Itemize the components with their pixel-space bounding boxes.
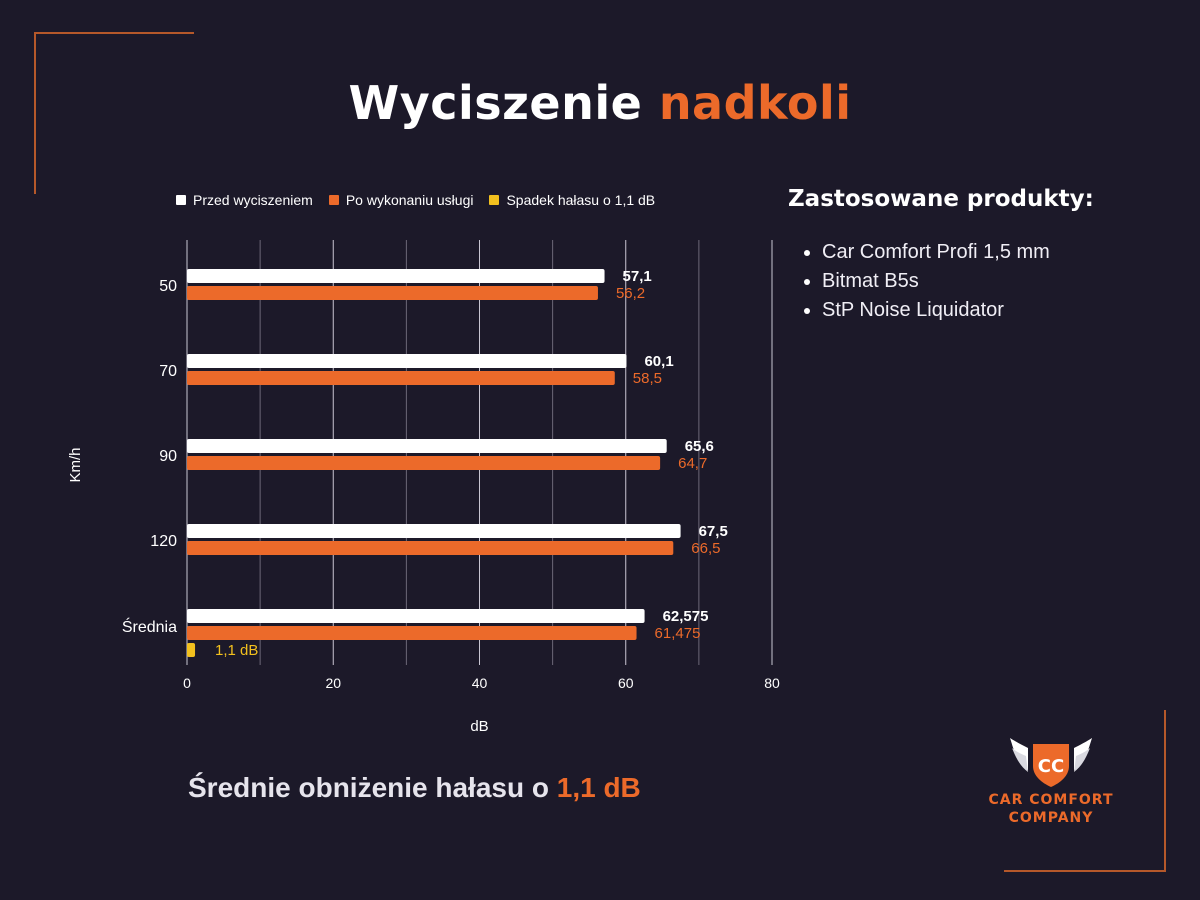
title-part-2: nadkoli [658, 76, 852, 130]
data-label: 67,5 [699, 523, 728, 540]
bar [187, 439, 667, 453]
products-panel: Zastosowane produkty: Car Comfort Profi … [788, 183, 1118, 325]
data-label: 1,1 dB [215, 642, 258, 659]
product-label: Car Comfort Profi 1,5 mm [822, 241, 1050, 263]
x-tick-label: 0 [183, 675, 191, 691]
category-label: 70 [159, 363, 177, 380]
data-label: 62,575 [663, 608, 709, 625]
product-item: StP Noise Liquidator [788, 296, 1118, 325]
corner-frame-bottom-right [1004, 710, 1166, 872]
data-label: 61,475 [655, 625, 701, 642]
bar [187, 269, 605, 283]
legend-label-after: Po wykonaniu usługi [345, 192, 474, 208]
bullet-icon [804, 249, 810, 256]
data-label: 57,1 [623, 268, 652, 285]
category-label: 50 [159, 278, 177, 295]
x-tick-label: 80 [764, 675, 780, 691]
category-label: Średnia [122, 617, 177, 636]
summary-text: Średnie obniżenie hałasu o 1,1 dB [188, 772, 641, 804]
data-label: 66,5 [691, 540, 720, 557]
data-label: 64,7 [678, 455, 707, 472]
product-item: Bitmat B5s [788, 267, 1118, 296]
data-label: 60,1 [644, 353, 673, 370]
logo-mark: CC [1038, 756, 1064, 777]
summary-value: 1,1 dB [556, 772, 641, 803]
category-label: 120 [150, 533, 177, 550]
legend-item-drop: Spadek hałasu o 1,1 dB [489, 192, 655, 208]
title-part-1: Wyciszenie [348, 76, 643, 130]
legend-label-before: Przed wyciszeniem [193, 192, 313, 208]
legend-swatch-after [328, 195, 339, 205]
x-tick-label: 20 [325, 675, 341, 691]
bar [187, 286, 598, 300]
page-title: Wyciszenie nadkoli [0, 76, 1200, 130]
category-label: 90 [159, 448, 177, 465]
legend-swatch-before [176, 195, 186, 205]
logo-line-2: COMPANY [1008, 810, 1094, 826]
legend-item-after: Po wykonaniu usługi [328, 192, 474, 208]
bar [187, 354, 627, 368]
bar [187, 541, 674, 555]
bar [187, 626, 637, 640]
products-list: Car Comfort Profi 1,5 mm Bitmat B5s StP … [788, 238, 1118, 325]
product-item: Car Comfort Profi 1,5 mm [788, 238, 1118, 267]
summary-prefix: Średnie obniżenie hałasu o [188, 772, 549, 803]
products-title: Zastosowane produkty: [788, 186, 1094, 212]
legend-swatch-drop [489, 195, 500, 205]
data-label: 58,5 [633, 370, 662, 387]
bar [187, 524, 681, 538]
chart-legend: Przed wyciszeniem Po wykonaniu usługi Sp… [176, 192, 655, 208]
bullet-icon [804, 278, 810, 285]
bar [187, 643, 196, 657]
company-logo: CC CAR COMFORT COMPANY [976, 736, 1126, 836]
legend-item-before: Przed wyciszeniem [176, 192, 313, 208]
winged-shield-icon: CC [1010, 738, 1092, 787]
legend-label-drop: Spadek hałasu o 1,1 dB [506, 192, 656, 208]
data-label: 56,2 [616, 285, 645, 302]
logo-line-1: CAR COMFORT [988, 792, 1114, 808]
product-label: Bitmat B5s [822, 270, 919, 292]
bar [187, 371, 615, 385]
corner-frame-top-left [34, 32, 194, 194]
x-axis-title: dB [470, 718, 488, 735]
bar [187, 456, 661, 470]
data-label: 65,6 [685, 438, 714, 455]
y-axis-title: Km/h [67, 447, 84, 482]
x-tick-label: 60 [618, 675, 634, 691]
product-label: StP Noise Liquidator [822, 299, 1004, 321]
bullet-icon [804, 307, 810, 314]
bar [187, 609, 645, 623]
x-tick-label: 40 [472, 675, 488, 691]
